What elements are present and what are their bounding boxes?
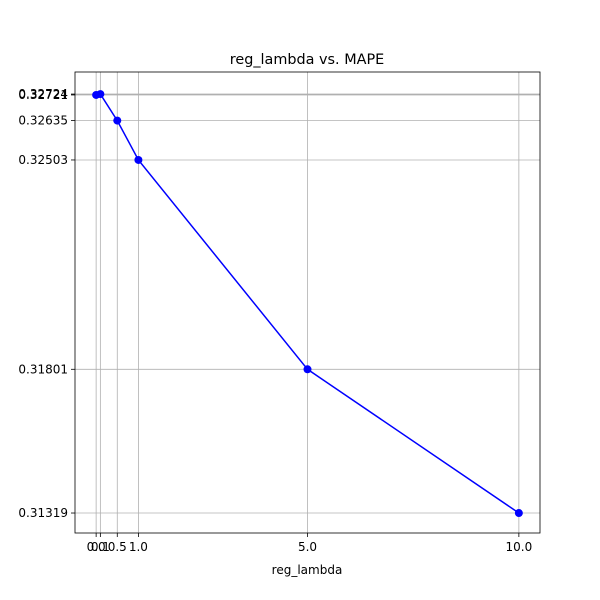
x-tick-label: 1.0 — [129, 540, 148, 554]
x-tick-label: 0.5 — [108, 540, 127, 554]
x-tick-label: 10.0 — [506, 540, 533, 554]
x-axis-label: reg_lambda — [272, 563, 343, 577]
x-tick-label: 0.1 — [91, 540, 110, 554]
y-tick-label: 0.32503 — [18, 153, 68, 167]
x-tick-label: 5.0 — [298, 540, 317, 554]
chart-title: reg_lambda vs. MAPE — [230, 52, 384, 68]
x-tick-label: 0.0 — [87, 540, 106, 554]
y-tick-label: 0.31319 — [18, 506, 68, 520]
marker — [134, 155, 143, 164]
marker — [514, 509, 523, 518]
marker — [303, 365, 312, 374]
y-tick-label: 0.32721 — [18, 88, 68, 102]
y-tick-label: 0.32635 — [18, 114, 68, 128]
y-tick-label: 0.31801 — [18, 362, 68, 376]
marker — [96, 90, 105, 99]
plot-frame — [74, 71, 541, 534]
marker — [113, 116, 122, 125]
y-tick-label: 0.32724 — [18, 87, 68, 101]
